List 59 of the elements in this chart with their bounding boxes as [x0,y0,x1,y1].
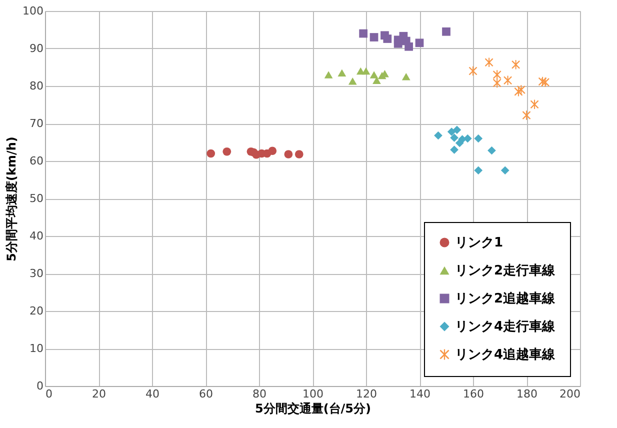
x-tick-label: 60 [199,388,213,400]
x-tick-label: 180 [516,388,538,400]
point [383,34,392,43]
y-tick-label: 80 [30,80,44,92]
point [348,78,357,85]
point [370,71,378,78]
x-tick-label: 160 [463,388,484,400]
point [452,126,462,134]
point [474,134,483,143]
point [500,166,510,175]
point [474,166,483,175]
point [370,33,378,42]
legend-label: リンク4追越車線 [455,348,556,362]
x-tick-label: 20 [92,388,106,400]
point [442,27,450,36]
y-tick-label: 20 [30,304,44,318]
point [492,70,502,80]
point [488,146,496,155]
legend-label: リンク2追越車線 [455,292,556,306]
y-tick-label: 30 [30,267,44,280]
point [268,146,277,156]
point [222,147,232,156]
point [294,150,304,158]
point [404,42,413,51]
y-tick-label: 10 [30,342,44,355]
point [450,146,458,154]
x-tick-label: 120 [356,388,377,400]
point [284,150,293,158]
point [434,131,442,140]
point [415,38,424,48]
legend-label: リンク1 [455,236,504,250]
point [206,149,216,158]
y-tick-label: 0 [36,380,44,392]
y-tick-label: 60 [30,154,44,168]
x-tick-label: 0 [46,388,52,400]
point [359,29,368,38]
point [541,78,550,87]
point [338,69,346,76]
point [324,71,333,78]
point [484,58,494,67]
point [512,60,520,70]
y-tick-label: 70 [30,117,44,130]
y-tick-label: 50 [30,192,44,205]
x-axis-title: 5分間交通量(台/5分) [254,402,372,416]
x-tick-label: 100 [302,388,324,400]
x-tick-label: 200 [560,388,580,400]
x-tick-label: 140 [410,388,430,400]
x-tick-label: 80 [252,388,266,400]
legend-label: リンク4走行車線 [455,320,556,334]
point [402,73,410,80]
point [362,67,370,75]
legend-label: リンク2走行車線 [455,264,556,278]
point [450,134,458,142]
point [522,110,531,120]
y-tick-label: 90 [30,42,44,55]
y-tick-label: 100 [22,4,44,18]
x-tick-label: 40 [146,388,160,400]
y-axis-title: 5分間平均速度(km/h) [4,136,19,262]
y-tick-label: 40 [30,230,44,242]
